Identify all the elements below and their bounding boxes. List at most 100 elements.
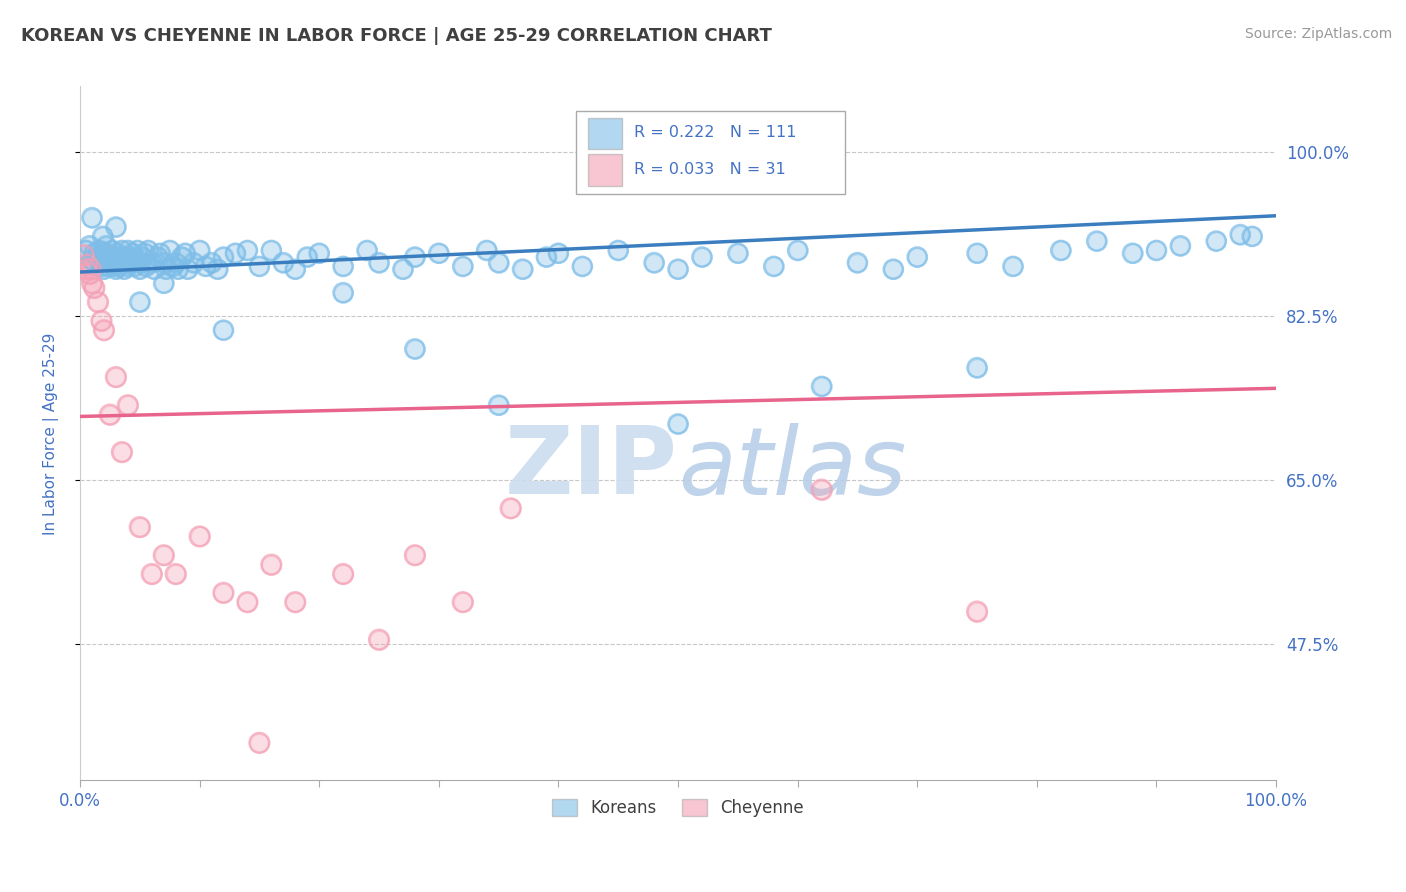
- Point: [134, 246, 156, 260]
- Text: R = 0.033   N = 31: R = 0.033 N = 31: [634, 162, 786, 178]
- Point: [104, 262, 127, 277]
- Point: [368, 255, 391, 269]
- Point: [152, 548, 174, 562]
- Point: [93, 323, 115, 337]
- Point: [90, 260, 112, 274]
- Point: [80, 211, 103, 225]
- Point: [83, 281, 105, 295]
- Point: [165, 566, 187, 581]
- Point: [155, 262, 177, 277]
- Point: [607, 244, 630, 258]
- Point: [89, 255, 111, 269]
- Point: [512, 262, 534, 277]
- Point: [93, 323, 115, 337]
- Point: [247, 260, 270, 274]
- Point: [297, 250, 319, 264]
- Point: [79, 239, 101, 253]
- Point: [128, 295, 150, 310]
- Point: [90, 314, 112, 328]
- Point: [134, 246, 156, 260]
- Point: [475, 244, 498, 258]
- Point: [120, 250, 142, 264]
- Point: [121, 246, 143, 260]
- Point: [80, 252, 103, 267]
- Point: [80, 277, 103, 291]
- Point: [96, 239, 118, 253]
- Point: [104, 220, 127, 235]
- Point: [194, 260, 217, 274]
- Point: [488, 255, 510, 269]
- Point: [547, 246, 569, 260]
- Point: [271, 255, 294, 269]
- Point: [162, 260, 184, 274]
- Point: [87, 250, 110, 264]
- Point: [882, 262, 904, 277]
- Point: [149, 246, 172, 260]
- Point: [87, 295, 110, 310]
- Point: [127, 244, 149, 258]
- Point: [1241, 229, 1264, 244]
- Point: [75, 262, 97, 277]
- Point: [91, 229, 114, 244]
- Point: [83, 246, 105, 260]
- Point: [121, 246, 143, 260]
- Point: [247, 260, 270, 274]
- Point: [1241, 229, 1264, 244]
- Point: [786, 244, 808, 258]
- Point: [105, 246, 128, 260]
- Point: [80, 277, 103, 291]
- Point: [79, 267, 101, 281]
- Point: [111, 252, 134, 267]
- Point: [165, 566, 187, 581]
- Point: [128, 520, 150, 534]
- Point: [111, 244, 134, 258]
- Point: [224, 246, 246, 260]
- Point: [76, 258, 98, 272]
- Point: [966, 605, 988, 619]
- Point: [404, 342, 426, 356]
- Point: [107, 255, 129, 269]
- Point: [101, 244, 124, 258]
- Point: [499, 501, 522, 516]
- Point: [224, 246, 246, 260]
- Text: ZIP: ZIP: [505, 422, 678, 514]
- Point: [356, 244, 378, 258]
- Point: [690, 250, 713, 264]
- Point: [155, 262, 177, 277]
- Point: [98, 408, 121, 422]
- Point: [117, 244, 139, 258]
- Point: [146, 250, 169, 264]
- Point: [87, 295, 110, 310]
- Text: KOREAN VS CHEYENNE IN LABOR FORCE | AGE 25-29 CORRELATION CHART: KOREAN VS CHEYENNE IN LABOR FORCE | AGE …: [21, 27, 772, 45]
- Point: [212, 586, 235, 600]
- Point: [643, 255, 665, 269]
- Point: [1205, 234, 1227, 248]
- Point: [98, 408, 121, 422]
- Point: [451, 595, 474, 609]
- Point: [117, 244, 139, 258]
- Point: [87, 250, 110, 264]
- Point: [141, 566, 163, 581]
- Point: [170, 250, 193, 264]
- Point: [1085, 234, 1108, 248]
- Point: [128, 295, 150, 310]
- Point: [96, 260, 118, 274]
- Point: [76, 258, 98, 272]
- Point: [666, 417, 689, 431]
- Point: [152, 277, 174, 291]
- Point: [188, 529, 211, 543]
- Point: [810, 379, 832, 393]
- Point: [499, 501, 522, 516]
- Point: [176, 262, 198, 277]
- Point: [690, 250, 713, 264]
- Point: [966, 360, 988, 375]
- Point: [1049, 244, 1071, 258]
- Text: atlas: atlas: [678, 423, 907, 514]
- FancyBboxPatch shape: [588, 154, 621, 186]
- Point: [135, 260, 157, 274]
- Point: [128, 520, 150, 534]
- Point: [536, 250, 558, 264]
- Point: [90, 260, 112, 274]
- Point: [120, 250, 142, 264]
- FancyBboxPatch shape: [576, 111, 845, 194]
